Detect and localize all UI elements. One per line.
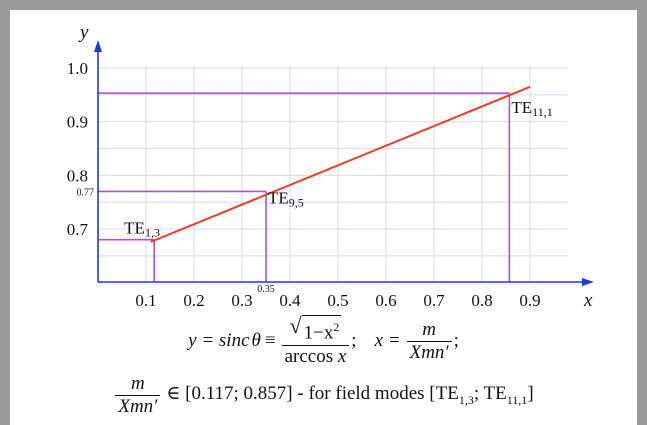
y-tick-label: 1.0 <box>67 59 88 78</box>
formula-x-eq: x = <box>374 330 401 351</box>
x-tick-label: 0.3 <box>231 291 252 310</box>
formula-range-close: ] <box>527 383 534 405</box>
x-axis-arrow <box>582 278 594 286</box>
mode-label: TE11,1 <box>511 98 552 119</box>
mode-label: TE9,5 <box>268 188 304 209</box>
y-tick-label: 0.8 <box>67 166 88 185</box>
x-tick-label: 0.7 <box>423 291 445 310</box>
formula-equiv: ≡ <box>264 330 276 351</box>
x-tick-label: 0.6 <box>375 291 396 310</box>
formula-line-1: y = sinc θ ≡ √ 1−x2 arccos x ; x = m Xmn… <box>0 312 647 370</box>
formula-range-mid: ; TE <box>473 383 507 405</box>
formula-y-eq: y = sinc <box>188 330 250 351</box>
y-axis-arrow <box>94 40 102 52</box>
formula-sinc-fraction: √ 1−x2 arccos x <box>281 312 350 368</box>
formula-theta: θ <box>251 330 261 351</box>
formula-x-fraction: m Xmn′ <box>406 318 452 363</box>
x-axis-label: x <box>583 290 593 311</box>
x-tick-label: 0.8 <box>471 291 492 310</box>
y-tick-label-extra: 0.77 <box>77 187 95 198</box>
formula-range-text: ∈ [0.117; 0.857] - for field modes [TE1,… <box>166 382 533 408</box>
formula-arccos: arccos <box>284 346 334 368</box>
formula-range-xmn: Xmn′ <box>115 394 161 417</box>
y-tick-label: 0.9 <box>67 113 88 132</box>
series <box>150 85 531 243</box>
formula-semicolon-1: ; <box>351 330 357 351</box>
formula-range-sub1: 1,3 <box>458 392 474 407</box>
x-tick-label: 0.5 <box>327 291 348 310</box>
formula-sqrt: √ 1−x2 <box>289 312 342 344</box>
x-tick-label: 0.1 <box>135 291 156 310</box>
series-line <box>150 85 531 243</box>
formula-sqrt-exp: 2 <box>333 319 340 334</box>
y-tick-label: 0.7 <box>67 220 89 239</box>
x-tick-label-extra: 0.35 <box>257 284 275 295</box>
formula-semicolon-2: ; <box>453 330 459 351</box>
annotations: TE1,3 TE9,5 TE11,1 <box>124 98 553 240</box>
x-tick-label: 0.4 <box>279 291 301 310</box>
formula-range-prefix: ∈ [0.117; 0.857] - for field modes [TE <box>166 383 459 405</box>
formula-arccos-var: x <box>337 346 347 368</box>
x-tick-label: 0.2 <box>183 291 204 310</box>
formula-range-sub2: 11,1 <box>506 392 528 407</box>
y-axis-label: y <box>78 22 89 43</box>
formula-m: m <box>422 318 436 340</box>
mode-label: TE1,3 <box>124 219 160 240</box>
axes <box>94 40 594 286</box>
tick-labels: 0.1 0.2 0.3 0.4 0.5 0.6 0.7 0.8 0.9 0.7 0.8 0.9 1.0 0… <box>67 59 541 310</box>
formula-block: y = sinc θ ≡ √ 1−x2 arccos x ; x = m Xmn… <box>0 312 647 420</box>
formula-sqrt-body: 1−x <box>303 322 334 344</box>
grid <box>98 66 568 282</box>
guide-lines <box>98 92 511 282</box>
formula-line-2: m Xmn′ ∈ [0.117; 0.857] - for field mode… <box>0 370 647 420</box>
formula-range-fraction: m Xmn′ <box>115 372 161 417</box>
formula-range-m: m <box>130 372 145 394</box>
formula-xmn: Xmn′ <box>406 340 452 363</box>
x-tick-label: 0.9 <box>519 291 540 310</box>
